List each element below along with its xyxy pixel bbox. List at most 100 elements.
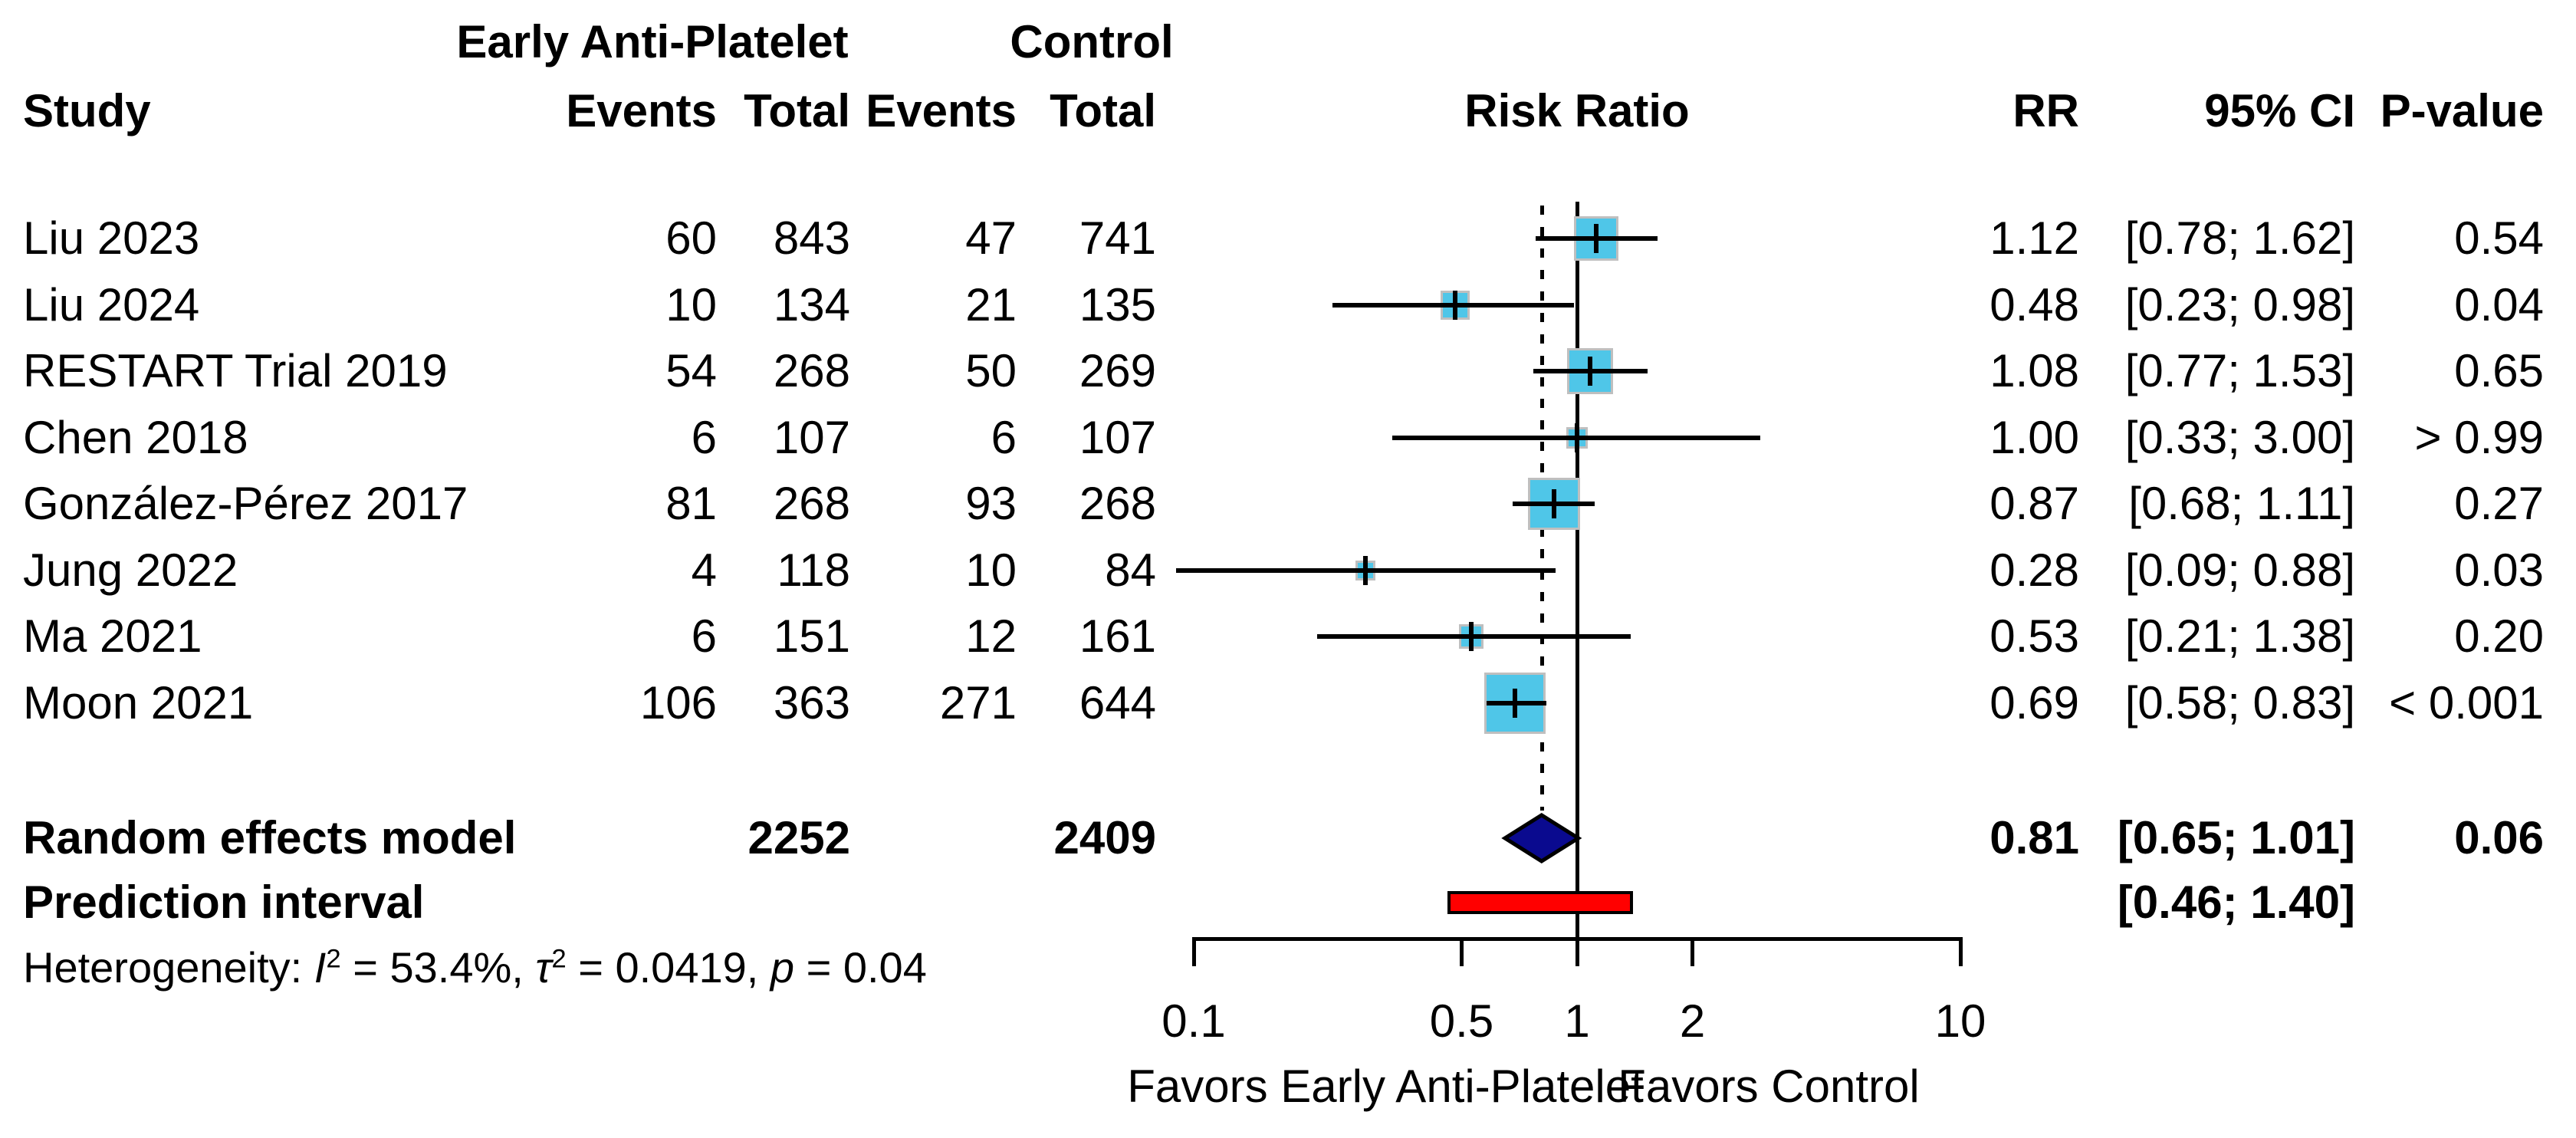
favors-left-label: Favors Early Anti-Platelet — [1127, 1061, 1644, 1112]
pooled-p-value: 0.06 — [2454, 812, 2544, 863]
effect-cross — [1575, 423, 1579, 452]
study-name: Jung 2022 — [23, 544, 238, 596]
axis-tick-label: 10 — [1934, 995, 1986, 1047]
column-group-treatment-label: Early Anti-Platelet — [456, 16, 849, 67]
rr-value: 0.69 — [1990, 676, 2079, 729]
total-control: 741 — [1079, 212, 1156, 264]
ci-value: [0.58; 0.83] — [2124, 676, 2355, 729]
p-value: 0.04 — [2454, 278, 2544, 331]
events-treatment: 4 — [691, 544, 717, 596]
favors-right-label: Favors Control — [1618, 1061, 1920, 1112]
ci-value: [0.21; 1.38] — [2124, 610, 2355, 663]
total-treatment: 268 — [773, 478, 850, 530]
total-control: 644 — [1079, 676, 1156, 729]
total-treatment: 118 — [777, 544, 850, 596]
total-treatment: 268 — [773, 345, 850, 397]
total-treatment: 843 — [773, 212, 850, 264]
effect-cross — [1593, 224, 1598, 253]
effect-cross — [1362, 555, 1368, 585]
prediction-ci-value: [0.46; 1.40] — [2117, 877, 2355, 928]
events-treatment: 6 — [691, 610, 717, 663]
rr-value: 0.53 — [1990, 610, 2079, 663]
study-name: RESTART Trial 2019 — [23, 345, 448, 397]
reference-line — [1575, 202, 1579, 937]
total-control: 135 — [1079, 278, 1156, 331]
prediction-interval-bar — [1447, 891, 1634, 914]
p-value: 0.27 — [2454, 478, 2544, 530]
pooled-ci-value: [0.65; 1.01] — [2117, 812, 2355, 863]
i-squared-exponent: 2 — [326, 944, 341, 974]
effect-cross — [1551, 489, 1556, 519]
study-name: González-Pérez 2017 — [23, 478, 468, 530]
axis-tick — [1191, 937, 1196, 966]
axis-tick — [1958, 937, 1963, 966]
rr-value: 1.12 — [1990, 212, 2079, 264]
rr-value: 0.28 — [1990, 544, 2079, 596]
study-name: Chen 2018 — [23, 411, 248, 463]
axis-tick-label: 2 — [1679, 995, 1706, 1047]
total-control: 107 — [1079, 411, 1156, 463]
pooled-total-treatment: 2252 — [748, 812, 850, 863]
effect-cross — [1587, 357, 1592, 386]
pooled-total-control: 2409 — [1053, 812, 1156, 863]
events-control: 47 — [965, 212, 1017, 264]
study-column-header: Study — [23, 85, 151, 136]
pooled-diamond — [1501, 813, 1582, 863]
p-value: > 0.99 — [2414, 411, 2545, 463]
axis-tick-label: 0.1 — [1162, 995, 1226, 1047]
heterogeneity-note: Heterogeneity: I2 = 53.4%, τ2 = 0.0419, … — [23, 946, 927, 989]
axis-tick-label: 1 — [1564, 995, 1590, 1047]
ci-column-header: 95% CI — [2204, 85, 2355, 136]
ci-line — [1317, 634, 1631, 640]
events-control: 93 — [965, 478, 1017, 530]
rr-column-header: RR — [2013, 85, 2079, 136]
heterogeneity-prefix: Heterogeneity: — [23, 943, 314, 992]
rr-value: 0.48 — [1990, 278, 2079, 331]
events-treatment: 6 — [691, 411, 717, 463]
p-value: 0.54 — [2454, 212, 2544, 264]
p-value: 0.65 — [2454, 345, 2544, 397]
tau-squared-exponent: 2 — [551, 944, 567, 974]
events-control: 271 — [939, 676, 1017, 729]
rr-value: 0.87 — [1990, 478, 2079, 530]
study-name: Ma 2021 — [23, 610, 202, 663]
events-control: 50 — [965, 345, 1017, 397]
effect-cross — [1452, 290, 1457, 320]
events-treatment: 81 — [665, 478, 717, 530]
study-name: Moon 2021 — [23, 676, 254, 729]
events-treatment: 54 — [665, 345, 717, 397]
events-control: 10 — [965, 544, 1017, 596]
events-treatment-header: Events — [566, 85, 717, 136]
ci-value: [0.23; 0.98] — [2124, 278, 2355, 331]
total-control-header: Total — [1050, 85, 1156, 136]
effect-cross — [1513, 688, 1518, 718]
events-control: 21 — [965, 278, 1017, 331]
events-control: 6 — [991, 411, 1017, 463]
ci-value: [0.09; 0.88] — [2124, 544, 2355, 596]
total-treatment-header: Total — [744, 85, 850, 136]
rr-value: 1.08 — [1990, 345, 2079, 397]
total-treatment: 134 — [773, 278, 850, 331]
column-group-control-label: Control — [1010, 16, 1174, 67]
axis-tick — [1459, 937, 1464, 966]
effect-cross — [1469, 622, 1474, 652]
ci-value: [0.68; 1.11] — [2128, 478, 2355, 530]
pvalue-column-header: P-value — [2380, 85, 2544, 136]
total-control: 161 — [1079, 610, 1156, 663]
events-treatment: 60 — [665, 212, 717, 264]
study-name: Liu 2024 — [23, 278, 200, 331]
ci-value: [0.77; 1.53] — [2124, 345, 2355, 397]
total-control: 84 — [1105, 544, 1156, 596]
ci-value: [0.33; 3.00] — [2124, 411, 2355, 463]
total-control: 269 — [1079, 345, 1156, 397]
events-control-header: Events — [866, 85, 1017, 136]
total-treatment: 151 — [773, 610, 850, 663]
rr-value: 1.00 — [1990, 411, 2079, 463]
axis-tick — [1575, 937, 1579, 966]
events-treatment: 10 — [665, 278, 717, 331]
ci-value: [0.78; 1.62] — [2124, 212, 2355, 264]
p-value: 0.20 — [2454, 610, 2544, 663]
p-symbol: p — [770, 943, 795, 992]
prediction-label: Prediction interval — [23, 877, 425, 928]
